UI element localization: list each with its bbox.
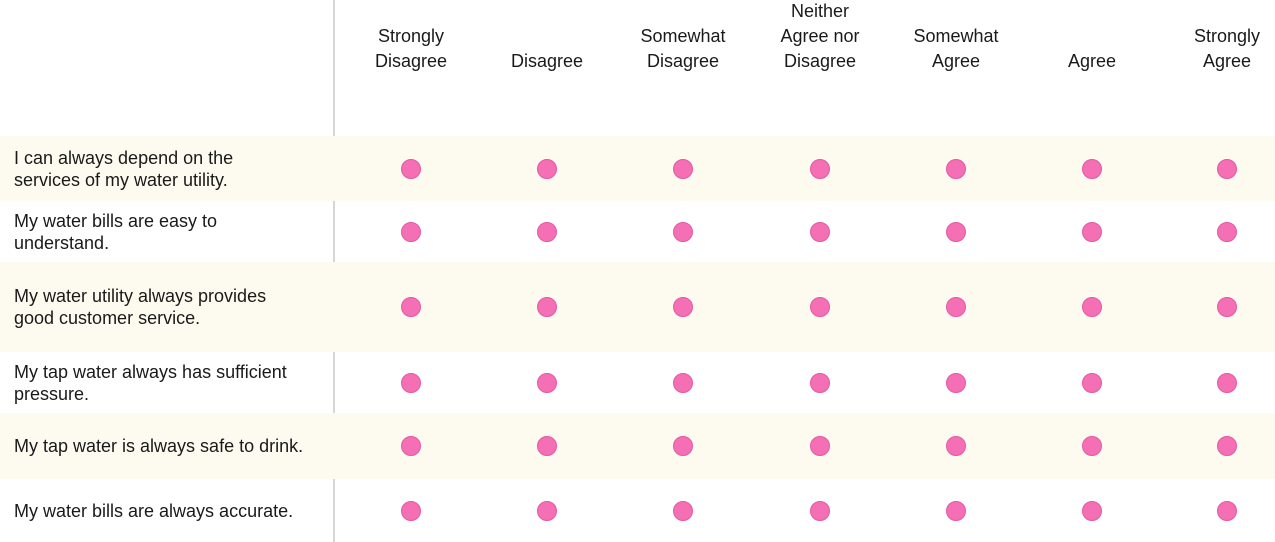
radio-option-5[interactable] (1082, 501, 1102, 521)
radio-option-6[interactable] (1217, 501, 1237, 521)
radio-option-2[interactable] (673, 436, 693, 456)
radio-option-3[interactable] (810, 222, 830, 242)
radio-option-4[interactable] (946, 222, 966, 242)
statement-label: My water bills are always accurate. (14, 500, 294, 521)
radio-option-2[interactable] (673, 297, 693, 317)
statement-row: I can always depend on the services of m… (0, 136, 1275, 201)
radio-option-5[interactable] (1082, 159, 1102, 179)
radio-option-4[interactable] (946, 436, 966, 456)
radio-option-6[interactable] (1217, 159, 1237, 179)
radio-option-0[interactable] (401, 222, 421, 242)
statement-label: My water utility always provides good cu… (14, 286, 267, 328)
radio-option-0[interactable] (401, 159, 421, 179)
radio-option-5[interactable] (1082, 436, 1102, 456)
radio-option-3[interactable] (810, 501, 830, 521)
statement-label: I can always depend on the services of m… (14, 147, 234, 190)
radio-option-2[interactable] (673, 222, 693, 242)
radio-option-5[interactable] (1082, 297, 1102, 317)
statement-row: My water utility always provides good cu… (0, 262, 1275, 352)
scale-header-5: Agree (1067, 51, 1117, 71)
radio-option-1[interactable] (537, 159, 557, 179)
radio-option-1[interactable] (537, 222, 557, 242)
scale-header-1: Disagree (510, 51, 584, 71)
radio-option-3[interactable] (810, 159, 830, 179)
radio-option-1[interactable] (537, 436, 557, 456)
radio-option-4[interactable] (946, 373, 966, 393)
radio-option-5[interactable] (1082, 222, 1102, 242)
statement-row: My water bills are easy to understand. (0, 201, 1275, 262)
scale-header-6: Strongly Agree (1193, 26, 1261, 71)
radio-option-5[interactable] (1082, 373, 1102, 393)
radio-option-4[interactable] (946, 297, 966, 317)
radio-option-6[interactable] (1217, 373, 1237, 393)
scale-header-3: Neither Agree nor Disagree (780, 1, 860, 71)
statement-row: My tap water is always safe to drink. (0, 413, 1275, 479)
scale-header-4: Somewhat Agree (913, 26, 999, 71)
statement-row: My water bills are always accurate. (0, 479, 1275, 542)
radio-option-1[interactable] (537, 373, 557, 393)
radio-option-3[interactable] (810, 373, 830, 393)
statement-label: My tap water always has sufficient press… (14, 361, 287, 404)
radio-option-0[interactable] (401, 436, 421, 456)
statement-row: My tap water always has sufficient press… (0, 352, 1275, 413)
radio-option-6[interactable] (1217, 222, 1237, 242)
radio-option-4[interactable] (946, 501, 966, 521)
radio-option-0[interactable] (401, 501, 421, 521)
radio-option-6[interactable] (1217, 436, 1237, 456)
radio-option-3[interactable] (810, 297, 830, 317)
radio-option-1[interactable] (537, 501, 557, 521)
radio-option-2[interactable] (673, 501, 693, 521)
statement-label: My tap water is always safe to drink. (14, 436, 304, 456)
statement-label: My water bills are easy to understand. (14, 210, 218, 253)
radio-option-6[interactable] (1217, 297, 1237, 317)
radio-option-0[interactable] (401, 373, 421, 393)
radio-option-0[interactable] (401, 297, 421, 317)
radio-option-1[interactable] (537, 297, 557, 317)
scale-header-2: Somewhat Disagree (640, 26, 726, 71)
radio-option-2[interactable] (673, 373, 693, 393)
radio-option-3[interactable] (810, 436, 830, 456)
radio-option-2[interactable] (673, 159, 693, 179)
radio-option-4[interactable] (946, 159, 966, 179)
scale-header-0: Strongly Disagree (374, 26, 448, 71)
